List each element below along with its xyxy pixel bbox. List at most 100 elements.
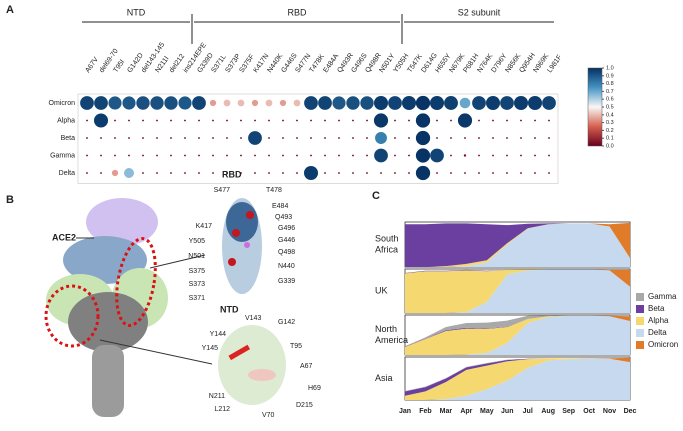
dot (430, 148, 444, 163)
variant-label: Gamma (50, 152, 75, 159)
dot (352, 137, 354, 139)
dot (223, 99, 231, 107)
dot (415, 148, 431, 163)
dot (450, 137, 452, 139)
dot (265, 99, 273, 107)
dot (240, 172, 242, 174)
mutation-label: A67V (84, 56, 100, 74)
dot (332, 96, 346, 110)
dot (226, 137, 228, 139)
dot (459, 97, 471, 109)
month-label: Jul (523, 408, 533, 415)
month-label: Mar (440, 408, 453, 415)
dot (338, 154, 340, 157)
dot (310, 137, 312, 139)
ace2-label: ACE2 (52, 232, 76, 242)
dot (100, 154, 102, 157)
dot (408, 119, 410, 122)
dot (170, 154, 172, 157)
dot (380, 172, 382, 174)
dot (226, 154, 228, 157)
ntd-residue: H69 (308, 385, 321, 392)
legend-swatch (636, 305, 644, 313)
dot (542, 96, 556, 110)
dot (450, 172, 452, 174)
dot (492, 154, 494, 157)
dot (136, 96, 150, 110)
dot (548, 119, 550, 122)
dot (240, 137, 242, 139)
rbd-residue: G339 (278, 278, 295, 285)
dot (310, 119, 312, 122)
dot (80, 96, 94, 110)
region-label: South Africa (375, 234, 399, 255)
dot (156, 172, 158, 174)
dot (268, 172, 270, 174)
dot (324, 137, 326, 139)
dot (429, 95, 445, 111)
colorbar-tick-label: 0.4 (606, 112, 614, 118)
area (405, 357, 630, 400)
dot (108, 96, 122, 110)
dot (209, 99, 217, 107)
dot (534, 119, 536, 122)
dot (506, 137, 508, 139)
colorbar-tick-label: 0.1 (606, 136, 614, 142)
dot (492, 119, 494, 122)
dot (338, 119, 340, 122)
dot (170, 137, 172, 139)
dot (226, 119, 228, 122)
dot (254, 154, 256, 157)
variant-label: Omicron (49, 100, 76, 107)
dot (464, 137, 466, 139)
dot (464, 172, 466, 174)
dot (457, 113, 473, 128)
dot (268, 119, 270, 122)
dot (436, 119, 438, 122)
dot (212, 154, 214, 157)
dot (128, 119, 130, 122)
dot (324, 172, 326, 174)
rbd-residue: E484 (272, 203, 288, 210)
colorbar-tick-label: 0.7 (606, 89, 614, 95)
rbd-title: RBD (222, 169, 242, 179)
area (405, 357, 630, 396)
dot (394, 154, 396, 157)
area (405, 358, 630, 400)
dot (268, 154, 270, 157)
dot (94, 96, 108, 110)
dot (492, 137, 494, 139)
colorbar-tick-label: 0.9 (606, 73, 614, 79)
dot (192, 96, 206, 110)
ntd-residue: Y145 (202, 345, 218, 352)
rbd-residue: Y505 (189, 238, 205, 245)
dot (506, 172, 508, 174)
dot (114, 137, 116, 139)
dot (142, 119, 144, 122)
dot (492, 172, 494, 174)
dot (251, 99, 259, 107)
ntd-residue: V143 (245, 315, 261, 322)
dot (86, 119, 88, 122)
dot (366, 172, 368, 174)
dot (548, 137, 550, 139)
ntd-residue: A67 (300, 363, 313, 370)
ntd-residue: D215 (296, 402, 313, 409)
area (405, 223, 630, 267)
dot (93, 113, 109, 128)
dot (478, 119, 480, 122)
month-label: Apr (460, 408, 472, 415)
dot (352, 154, 354, 157)
month-label: Dec (624, 408, 637, 415)
dot (198, 154, 200, 157)
panel-label: B (6, 194, 14, 206)
rbd-residue: G496 (278, 225, 295, 232)
rbd-residue: K417 (196, 223, 212, 230)
dot (373, 113, 389, 128)
colorbar-tick-label: 0.6 (606, 97, 614, 103)
dot (184, 137, 186, 139)
dot (282, 119, 284, 122)
dot (534, 172, 536, 174)
dot (100, 172, 102, 174)
month-label: Sep (562, 408, 575, 415)
